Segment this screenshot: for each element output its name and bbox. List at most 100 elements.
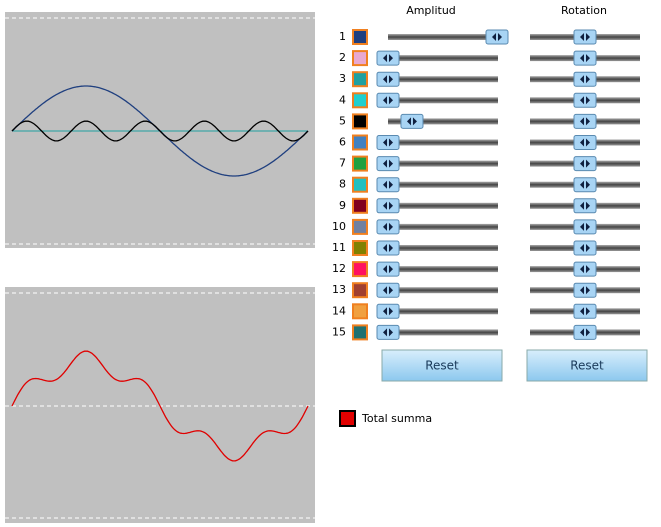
slider-handle[interactable] <box>376 50 400 66</box>
handle-arrow[interactable] <box>580 117 584 126</box>
slider-handle[interactable] <box>573 71 597 87</box>
slider-handle[interactable] <box>376 282 400 298</box>
slider-handle[interactable] <box>376 177 400 193</box>
slider-handle[interactable] <box>573 29 597 45</box>
handle-arrow[interactable] <box>383 180 387 189</box>
handle-arrow[interactable] <box>498 33 502 41</box>
handle-arrow[interactable] <box>383 265 387 274</box>
handle-arrow[interactable] <box>389 265 393 274</box>
handle-arrow[interactable] <box>389 180 393 189</box>
handle-arrow[interactable] <box>586 33 590 41</box>
slider-handle[interactable] <box>376 135 400 150</box>
handle-arrow[interactable] <box>383 159 387 168</box>
slider-handle[interactable] <box>573 282 597 298</box>
slider-handle[interactable] <box>573 113 597 129</box>
handle-arrow[interactable] <box>580 180 584 189</box>
handle-arrow[interactable] <box>383 201 387 210</box>
slider-handle[interactable] <box>573 240 597 256</box>
amplitude-track[interactable] <box>388 160 498 167</box>
handle-arrow[interactable] <box>383 328 387 337</box>
slider-handle[interactable] <box>376 156 400 172</box>
handle-arrow[interactable] <box>383 138 387 147</box>
amplitude-track[interactable] <box>388 308 498 315</box>
handle-arrow[interactable] <box>580 307 584 316</box>
handle-arrow[interactable] <box>580 201 584 210</box>
amplitude-track[interactable] <box>388 97 498 104</box>
slider-handle[interactable] <box>573 261 597 277</box>
slider-handle[interactable] <box>573 303 597 319</box>
slider-handle[interactable] <box>376 71 400 87</box>
handle-arrow[interactable] <box>586 75 590 84</box>
slider-handle[interactable] <box>376 198 400 214</box>
handle-arrow[interactable] <box>586 138 590 147</box>
handle-arrow[interactable] <box>586 328 590 337</box>
slider-handle[interactable] <box>573 50 597 66</box>
handle-arrow[interactable] <box>580 265 584 274</box>
amplitude-track[interactable] <box>388 55 498 62</box>
handle-arrow[interactable] <box>389 201 393 210</box>
amplitude-track[interactable] <box>388 245 498 251</box>
amplitude-track[interactable] <box>388 118 498 125</box>
handle-arrow[interactable] <box>580 96 584 105</box>
handle-arrow[interactable] <box>383 222 387 231</box>
handle-arrow[interactable] <box>389 138 393 147</box>
handle-arrow[interactable] <box>389 75 393 84</box>
handle-arrow[interactable] <box>389 222 393 231</box>
handle-arrow[interactable] <box>580 222 584 231</box>
handle-arrow[interactable] <box>383 244 387 252</box>
handle-arrow[interactable] <box>389 96 393 105</box>
amplitude-track[interactable] <box>388 181 498 188</box>
button-label[interactable]: Reset <box>570 359 604 373</box>
handle-arrow[interactable] <box>580 138 584 147</box>
slider-handle[interactable] <box>573 219 597 235</box>
handle-arrow[interactable] <box>586 159 590 168</box>
amplitude-track[interactable] <box>388 329 498 336</box>
slider-handle[interactable] <box>573 156 597 172</box>
amplitude-track[interactable] <box>388 139 498 146</box>
amplitude-track[interactable] <box>388 223 498 230</box>
slider-handle[interactable] <box>573 135 597 150</box>
handle-arrow[interactable] <box>389 54 393 63</box>
handle-arrow[interactable] <box>580 286 584 295</box>
handle-arrow[interactable] <box>406 117 411 126</box>
reset-button[interactable]: Reset <box>526 349 648 382</box>
handle-arrow[interactable] <box>389 307 393 316</box>
handle-arrow[interactable] <box>586 307 590 316</box>
handle-arrow[interactable] <box>383 54 387 63</box>
handle-arrow[interactable] <box>580 33 584 41</box>
handle-arrow[interactable] <box>389 159 393 168</box>
slider-handle[interactable] <box>400 113 424 129</box>
handle-arrow[interactable] <box>383 75 387 84</box>
slider-handle[interactable] <box>573 198 597 214</box>
handle-arrow[interactable] <box>389 328 393 337</box>
amplitude-track[interactable] <box>388 76 498 83</box>
slider-handle[interactable] <box>485 29 509 45</box>
handle-arrow[interactable] <box>580 328 584 337</box>
slider-handle[interactable] <box>376 261 400 277</box>
handle-arrow[interactable] <box>586 201 590 210</box>
handle-arrow[interactable] <box>586 54 590 63</box>
handle-arrow[interactable] <box>383 96 387 105</box>
button-label[interactable]: Reset <box>425 359 459 373</box>
button-background[interactable] <box>526 349 648 382</box>
handle-arrow[interactable] <box>586 244 590 252</box>
handle-arrow[interactable] <box>412 117 417 126</box>
slider-handle[interactable] <box>376 219 400 235</box>
handle-arrow[interactable] <box>586 265 590 274</box>
amplitude-track[interactable] <box>388 266 498 273</box>
slider-handle[interactable] <box>376 303 400 319</box>
amplitude-track[interactable] <box>388 34 498 40</box>
slider-handle[interactable] <box>573 324 597 340</box>
slider-handle[interactable] <box>376 324 400 340</box>
slider-handle[interactable] <box>376 240 400 256</box>
slider-handle[interactable] <box>573 177 597 193</box>
handle-arrow[interactable] <box>383 307 387 316</box>
button-background[interactable] <box>381 349 503 382</box>
handle-arrow[interactable] <box>586 180 590 189</box>
amplitude-track[interactable] <box>388 287 498 294</box>
reset-button[interactable]: Reset <box>381 349 503 382</box>
handle-arrow[interactable] <box>389 244 393 252</box>
handle-arrow[interactable] <box>586 96 590 105</box>
handle-arrow[interactable] <box>383 286 387 295</box>
handle-arrow[interactable] <box>580 75 584 84</box>
